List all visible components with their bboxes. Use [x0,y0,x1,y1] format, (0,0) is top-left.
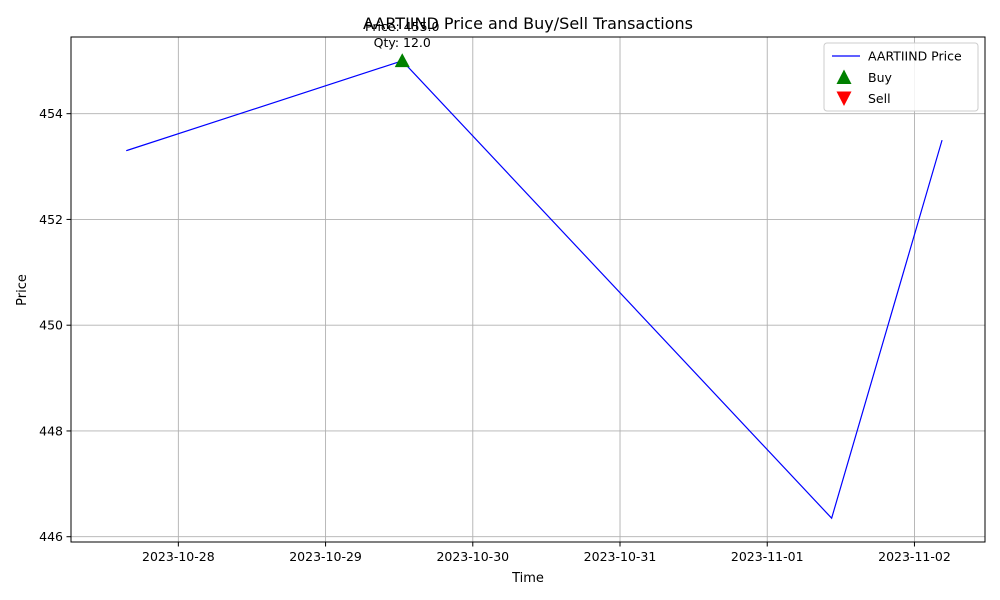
x-tick-label: 2023-10-29 [289,549,362,564]
legend-buy-label: Buy [868,70,892,85]
y-tick-label: 454 [39,106,63,121]
y-axis-label: Price [15,274,30,306]
legend-price-label: AARTIIND Price [868,49,962,64]
y-tick-label: 452 [39,212,63,227]
buy-marker [394,53,410,68]
price-series [126,60,943,520]
price-line [126,60,943,520]
y-tick-label: 448 [39,423,63,438]
y-tick-label: 450 [39,318,63,333]
plot-frame [70,36,986,543]
x-tick-label: 2023-10-31 [584,549,657,564]
buy-annotation-price: Price: 455.0 [365,19,440,34]
x-axis-label: Time [511,571,544,586]
legend-buy-marker [836,69,852,84]
x-tick-label: 2023-11-02 [878,549,951,564]
y-tick-label: 446 [39,529,63,544]
chart-title: AARTIIND Price and Buy/Sell Transactions [363,14,693,33]
grid [71,37,985,542]
buy-annotation-qty: Qty: 12.0 [374,35,431,50]
legend-sell-marker [836,91,852,106]
x-tick-label: 2023-11-01 [731,549,804,564]
transaction-markers [394,53,410,68]
x-axis-ticks: 2023-10-28 2023-10-29 2023-10-30 2023-10-31… [142,542,951,564]
x-tick-label: 2023-10-28 [142,549,215,564]
x-tick-label: 2023-10-30 [436,549,509,564]
legend: AARTIIND Price Buy Sell [823,42,979,112]
legend-box [823,42,979,112]
y-axis-ticks: 446 448 450 452 454 [39,106,71,544]
legend-sell-label: Sell [868,91,891,106]
